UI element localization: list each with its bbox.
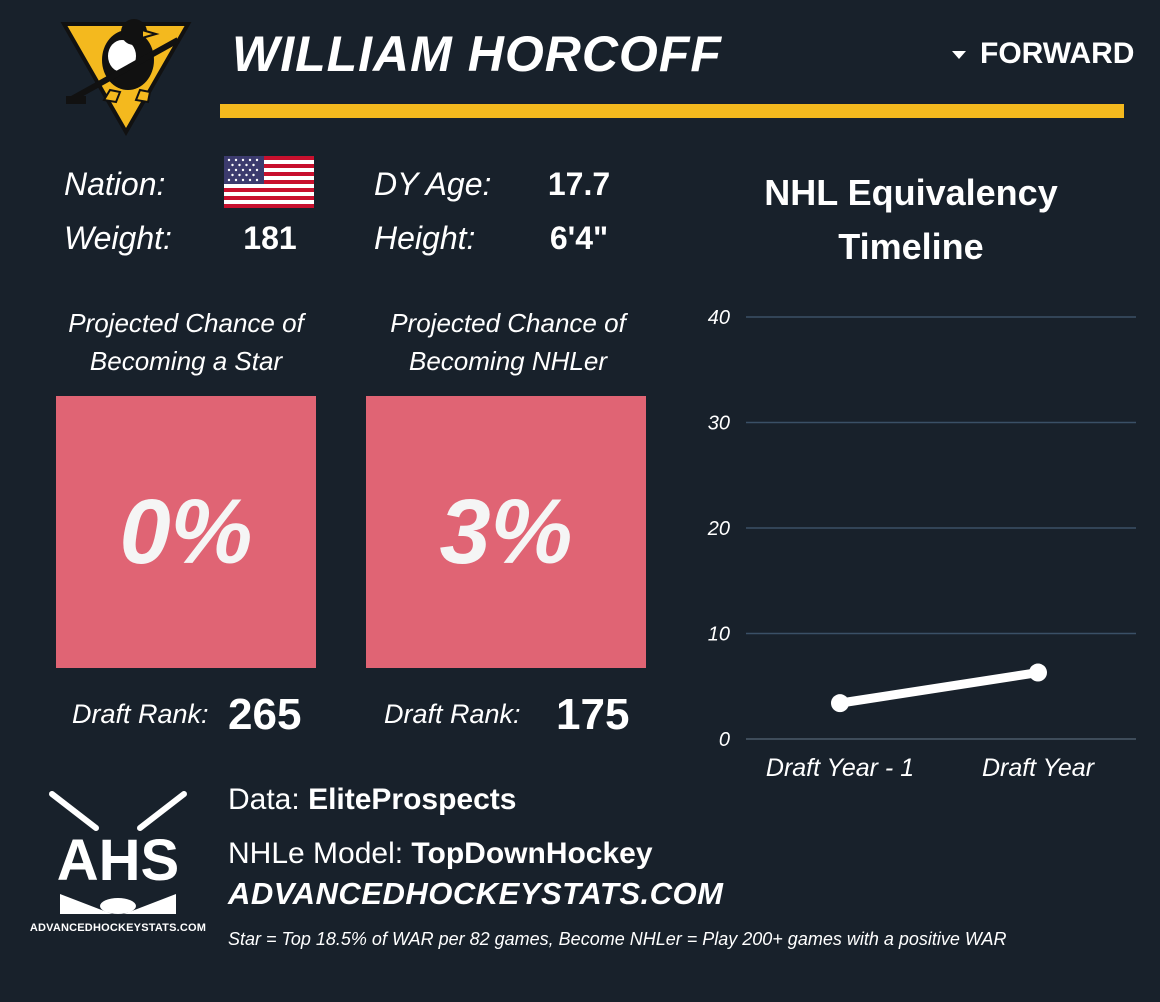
ahs-caption: ADVANCEDHOCKEYSTATS.COM	[29, 922, 207, 934]
data-credit: Data: EliteProspects	[228, 780, 516, 820]
data-point	[831, 694, 849, 713]
chart-title-line2: Timeline	[838, 226, 984, 267]
y-tick-label: 30	[708, 413, 730, 435]
usa-flag-icon	[224, 156, 314, 208]
nhler-title-line1: Projected Chance of	[390, 308, 626, 338]
data-credit-source: EliteProspects	[308, 783, 517, 816]
nation-label: Nation:	[64, 166, 166, 202]
data-credit-label: Data:	[228, 783, 300, 816]
y-tick-label: 10	[708, 624, 730, 646]
age-label: DY Age:	[374, 166, 492, 202]
chart-title-line1: NHL Equivalency	[764, 172, 1058, 213]
nhler-chance-value: 3%	[439, 480, 573, 583]
site-url-link[interactable]: ADVANCEDHOCKEYSTATS.COM	[228, 876, 724, 911]
model-credit-label: NHLe Model:	[228, 837, 404, 870]
weight-value: 181	[243, 220, 297, 256]
y-tick-label: 40	[708, 307, 730, 329]
position-dropdown[interactable]: FORWARD	[952, 34, 1134, 74]
ahs-logo-icon: AHS	[49, 791, 187, 914]
data-point	[1029, 663, 1047, 682]
y-tick-label: 20	[707, 518, 730, 540]
nhler-rank-label: Draft Rank:	[384, 699, 521, 729]
nhler-chance-title: Projected Chance of Becoming NHLer	[366, 304, 650, 380]
footnote: Star = Top 18.5% of WAR per 82 games, Be…	[228, 929, 1007, 949]
star-chance-value: 0%	[119, 480, 253, 583]
nhle-line-chart: 0 10 20 30 40 Draft Year - 1 Draft Year	[707, 307, 1136, 782]
star-rank-value: 265	[228, 690, 302, 739]
nhler-rank-value: 175	[556, 690, 630, 739]
ahs-logo-text: AHS	[57, 828, 179, 893]
star-chance-title: Projected Chance of Becoming a Star	[46, 304, 326, 380]
age-value: 17.7	[547, 166, 611, 202]
height-label: Height:	[374, 220, 476, 256]
x-tick-label: Draft Year	[982, 754, 1096, 782]
series-line	[835, 668, 1043, 708]
chart-title: NHL Equivalency Timeline	[720, 166, 1102, 274]
weight-label: Weight:	[64, 220, 172, 256]
star-title-line1: Projected Chance of	[68, 308, 304, 338]
position-label: FORWARD	[980, 37, 1135, 70]
caret-down-icon	[952, 51, 966, 59]
star-rank-label: Draft Rank:	[72, 699, 209, 729]
player-name: WILLIAM HORCOFF	[232, 26, 722, 82]
model-credit-source: TopDownHockey	[411, 837, 653, 870]
penguins-logo-icon	[60, 19, 192, 136]
height-value: 6'4"	[549, 220, 609, 256]
star-chance-box: 0%	[56, 396, 316, 668]
header-divider	[220, 104, 1124, 118]
model-credit: NHLe Model: TopDownHockey	[228, 834, 653, 874]
y-tick-label: 0	[719, 729, 730, 751]
star-title-line2: Becoming a Star	[89, 346, 283, 376]
nhler-title-line2: Becoming NHLer	[409, 346, 607, 376]
x-tick-label: Draft Year - 1	[766, 754, 914, 782]
nhler-chance-box: 3%	[366, 396, 646, 668]
